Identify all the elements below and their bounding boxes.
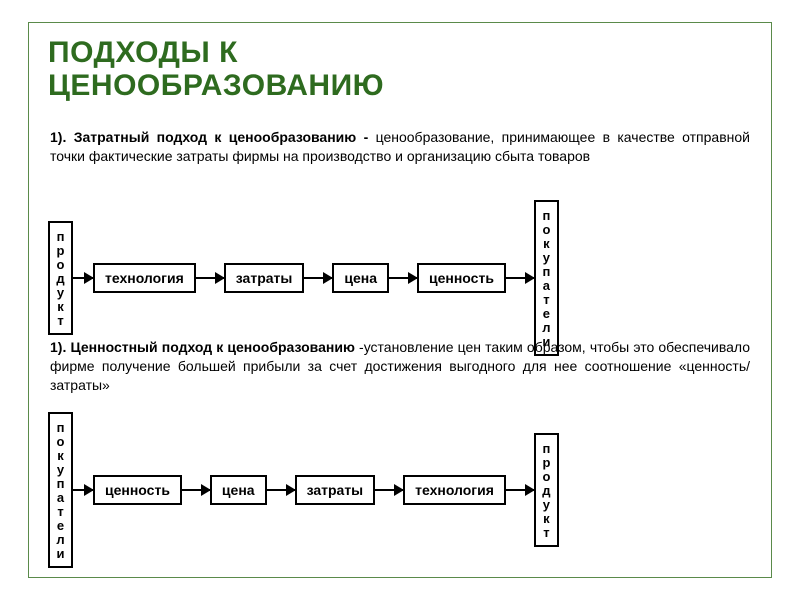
flow2-box-2: затраты: [295, 475, 376, 505]
arrow-icon: [73, 489, 93, 491]
flow1-start: продукт: [48, 221, 73, 335]
arrow-icon: [506, 277, 534, 279]
flow1-box-1: затраты: [224, 263, 305, 293]
flow2: покупатели ценность цена затраты техноло…: [48, 412, 559, 568]
section2-number: 1).: [50, 339, 66, 355]
title-line-1: ПОДХОДЫ К: [48, 36, 238, 69]
arrow-icon: [389, 277, 417, 279]
arrow-icon: [182, 489, 210, 491]
flow1-box-0: технология: [93, 263, 196, 293]
flow2-box-0: ценность: [93, 475, 182, 505]
section2-bold: Ценностный подход к ценообразованию: [70, 339, 359, 355]
flow1: продукт технология затраты цена ценность…: [48, 200, 559, 356]
arrow-icon: [73, 277, 93, 279]
arrow-icon: [375, 489, 403, 491]
flow2-start: покупатели: [48, 412, 73, 568]
arrow-icon: [506, 489, 534, 491]
flow1-end: покупатели: [534, 200, 559, 356]
arrow-icon: [304, 277, 332, 279]
section1-bold: Затратный подход к ценообразованию -: [74, 129, 376, 145]
flow1-box-2: цена: [332, 263, 389, 293]
section1-description: 1). Затратный подход к ценообразованию -…: [50, 128, 750, 166]
flow2-end: продукт: [534, 433, 559, 547]
flow2-box-1: цена: [210, 475, 267, 505]
section2-description: 1). Ценностный подход к ценообразованию …: [50, 338, 750, 395]
slide-title: ПОДХОДЫ К ЦЕНООБРАЗОВАНИЮ: [48, 36, 384, 102]
section1-number: 1).: [50, 129, 66, 145]
title-line-2: ЦЕНООБРАЗОВАНИЮ: [48, 69, 384, 102]
arrow-icon: [267, 489, 295, 491]
flow2-box-3: технология: [403, 475, 506, 505]
arrow-icon: [196, 277, 224, 279]
flow1-box-3: ценность: [417, 263, 506, 293]
